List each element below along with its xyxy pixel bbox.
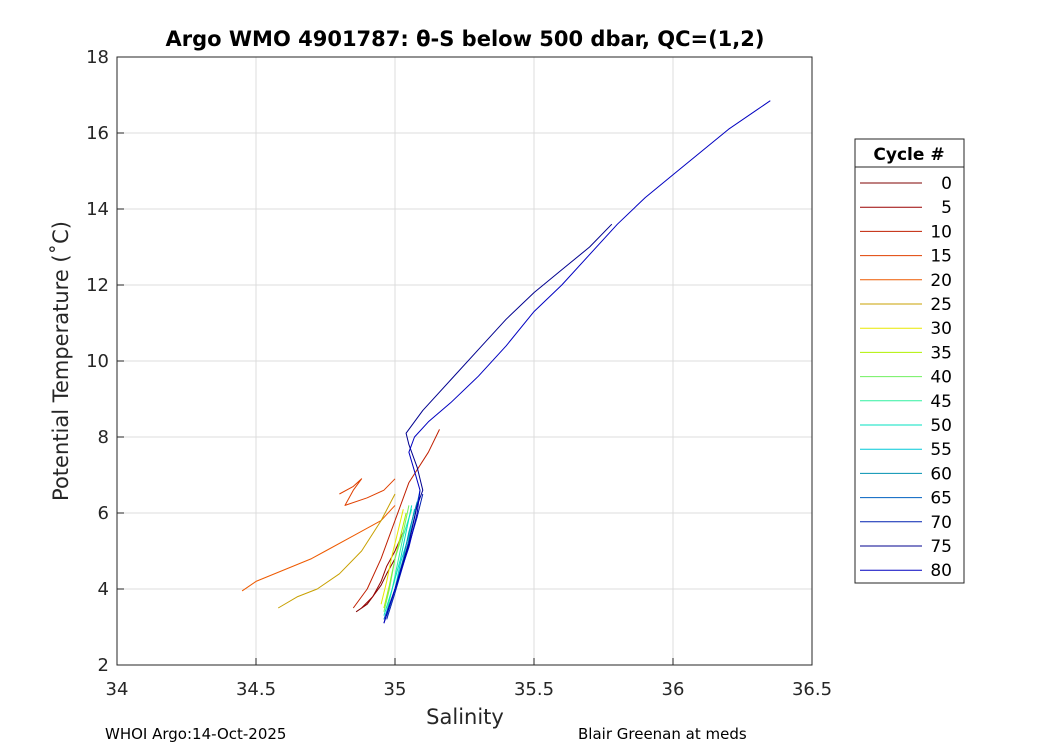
series-line-cycle-80	[383, 100, 771, 624]
legend-label-cycle-20: 20	[930, 271, 952, 291]
legend-box	[854, 138, 965, 584]
footer-right: Blair Greenan at meds	[578, 725, 747, 743]
legend-label-cycle-70: 70	[930, 513, 952, 533]
y-tick-label: 16	[86, 123, 109, 144]
legend-label-cycle-50: 50	[930, 416, 952, 436]
chart-title: Argo WMO 4901787: θ-S below 500 dbar, QC…	[166, 27, 765, 51]
x-tick-label: 34.5	[236, 679, 276, 700]
series-line-cycle-30	[380, 509, 404, 605]
legend-label-cycle-15: 15	[930, 247, 952, 267]
legend-items: 0 5 10 15 20 25 30 35 40 45 50 55 60 65 70 75 80	[860, 174, 952, 581]
legend-label-cycle-35: 35	[930, 343, 952, 363]
series-line-cycle-75	[383, 223, 613, 624]
y-tick-label: 4	[98, 579, 109, 600]
legend-label-cycle-80: 80	[930, 561, 952, 581]
y-tick-label: 2	[98, 655, 109, 676]
series-line-cycle-15	[339, 478, 396, 506]
y-tick-label: 14	[86, 199, 109, 220]
legend-label-cycle-45: 45	[930, 392, 952, 412]
series-line-cycle-20	[241, 505, 396, 592]
y-tick-label: 10	[86, 351, 109, 372]
data-series	[241, 100, 771, 624]
legend-label-cycle-55: 55	[930, 440, 952, 460]
legend-label-cycle-40: 40	[930, 368, 952, 388]
legend-label-cycle-65: 65	[930, 489, 952, 509]
x-tick-label: 35.5	[514, 679, 554, 700]
x-tick-labels: 34 34.5 35 35.5 36 36.5	[106, 658, 832, 700]
x-tick-label: 36	[662, 679, 685, 700]
series-line-cycle-0	[355, 558, 396, 613]
y-tick-label: 8	[98, 427, 109, 448]
series-line-cycle-50	[383, 505, 413, 616]
y-tick-label: 6	[98, 503, 109, 524]
legend-label-cycle-10: 10	[930, 222, 952, 242]
series-line-cycle-45	[386, 509, 413, 612]
legend-label-cycle-75: 75	[930, 537, 952, 557]
y-tick-label: 18	[86, 47, 109, 68]
series-line-cycle-5	[361, 531, 404, 609]
y-tick-label: 12	[86, 275, 109, 296]
legend-title: Cycle #	[873, 145, 944, 165]
x-tick-label: 34	[106, 679, 129, 700]
series-line-cycle-25	[277, 493, 396, 609]
legend-label-cycle-60: 60	[930, 464, 952, 484]
legend-label-cycle-0: 0	[941, 174, 952, 194]
legend: Cycle # 0 5 10 15 20 25 30 35 40 45 50 55 60 65 70 75 80	[854, 138, 965, 584]
y-axis-label: Potential Temperature (˚C)	[49, 221, 73, 501]
footer-left: WHOI Argo:14-Oct-2025	[105, 725, 287, 743]
x-axis-label: Salinity	[426, 705, 504, 729]
y-tick-labels: 2 4 6 8 10 12 14 16 18	[86, 47, 124, 676]
x-tick-label: 36.5	[792, 679, 832, 700]
series-line-cycle-40	[383, 505, 410, 612]
series-line-cycle-10	[352, 429, 440, 609]
legend-label-cycle-5: 5	[941, 198, 952, 218]
legend-label-cycle-25: 25	[930, 295, 952, 315]
legend-label-cycle-30: 30	[930, 319, 952, 339]
x-tick-label: 35	[384, 679, 407, 700]
